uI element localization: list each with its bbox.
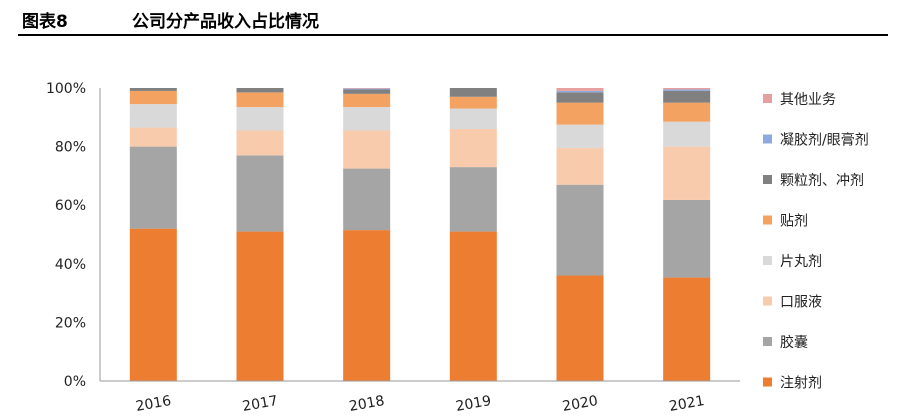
legend-label: 胶囊 [780, 334, 808, 351]
y-tick-label: 20% [55, 315, 86, 331]
bar-segment-2016-0 [129, 228, 177, 381]
legend-swatch [763, 175, 772, 184]
bar-segment-2016-1 [129, 146, 177, 229]
legend-label: 颗粒剂、冲剂 [780, 173, 864, 189]
bar-segment-2021-5 [663, 90, 711, 103]
legend-swatch [763, 256, 772, 265]
bar-segment-2018-5 [343, 89, 391, 94]
bar-segment-2021-1 [663, 199, 711, 278]
legend-label: 口服液 [780, 295, 822, 311]
bar-segment-2021-2 [663, 146, 711, 200]
bar-segment-2020-0 [556, 275, 604, 381]
bar-segment-2020-4 [556, 102, 604, 125]
bar-segment-2017-0 [236, 231, 284, 381]
bar-segment-2019-1 [449, 167, 497, 232]
bar-segment-2018-4 [343, 93, 391, 108]
bar-segment-2020-7 [556, 88, 604, 91]
bar-segment-2021-7 [663, 88, 711, 90]
bar-segment-2016-3 [129, 104, 177, 128]
legend-label: 注射剂 [780, 376, 822, 392]
x-tick-label: 2018 [348, 393, 386, 415]
bars [129, 88, 711, 381]
legend-label: 凝胶剂/眼膏剂 [780, 132, 869, 149]
bar-segment-2018-0 [343, 230, 391, 381]
bar-segment-2021-4 [663, 102, 711, 122]
y-tick-label: 60% [55, 198, 86, 214]
legend-label: 片丸剂 [780, 254, 822, 270]
bar-segment-2021-3 [663, 121, 711, 147]
bar-segment-2020-1 [556, 184, 604, 276]
legend-swatch [763, 134, 772, 144]
x-tick-label: 2019 [455, 393, 493, 415]
bar-segment-2017-5 [236, 88, 284, 93]
bar-segment-2018-6 [343, 88, 391, 90]
figure-title: 公司分产品收入占比情况 [132, 12, 319, 32]
legend-swatch [763, 296, 772, 306]
bar-segment-2019-0 [449, 231, 497, 381]
x-tick-label: 2016 [135, 393, 173, 415]
bar-segment-2020-2 [556, 148, 604, 185]
x-axis: 2016 2017 2018 2019 2020 2021 [100, 380, 740, 415]
bar-segment-2019-2 [449, 129, 497, 168]
legend-label: 其他业务 [780, 92, 836, 108]
bar-segment-2018-2 [343, 130, 391, 169]
y-axis: 0% 20% 40% 60% 80% 100% [46, 81, 101, 390]
bar-segment-2016-2 [129, 127, 177, 147]
figure-label: 图表8 [22, 12, 68, 32]
y-tick-label: 40% [55, 257, 86, 273]
bar-segment-2019-5 [449, 88, 497, 97]
x-tick-label: 2017 [241, 393, 279, 415]
x-tick-label: 2020 [561, 393, 599, 415]
bar-segment-2018-7 [343, 88, 391, 89]
bar-segment-2021-0 [663, 277, 711, 381]
bar-segment-2017-2 [236, 130, 284, 156]
bar-segment-2020-5 [556, 92, 604, 103]
bar-segment-2018-1 [343, 168, 391, 231]
bar-segment-2020-3 [556, 124, 604, 149]
bar-segment-2017-1 [236, 155, 284, 232]
y-tick-label: 80% [55, 140, 86, 156]
x-tick-label: 2021 [668, 393, 706, 415]
legend-swatch [763, 377, 772, 387]
bar-segment-2019-4 [449, 96, 497, 109]
legend-swatch [763, 337, 772, 346]
bar-segment-2016-5 [129, 88, 177, 91]
bar-segment-2021-6 [663, 89, 711, 91]
bar-segment-2017-3 [236, 107, 284, 131]
legend-swatch [763, 215, 772, 225]
legend-label: 贴剂 [780, 214, 808, 230]
bar-segment-2020-6 [556, 90, 604, 93]
bar-segment-2019-3 [449, 108, 497, 130]
bar-segment-2017-4 [236, 92, 284, 108]
bar-segment-2018-3 [343, 107, 391, 131]
y-tick-label: 0% [64, 374, 86, 390]
y-tick-label: 100% [46, 81, 86, 97]
figure-header: 图表8 公司分产品收入占比情况 [18, 0, 888, 36]
bar-segment-2016-4 [129, 90, 177, 105]
legend-swatch [763, 94, 772, 103]
